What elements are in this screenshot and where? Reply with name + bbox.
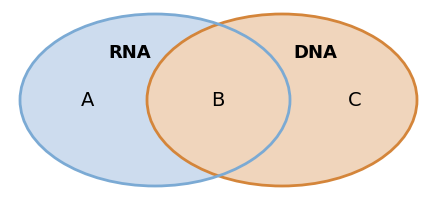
Text: C: C bbox=[348, 91, 362, 110]
Ellipse shape bbox=[147, 15, 417, 186]
Text: A: A bbox=[81, 91, 95, 110]
Text: RNA: RNA bbox=[109, 44, 151, 62]
Text: DNA: DNA bbox=[293, 44, 337, 62]
Text: B: B bbox=[212, 91, 225, 110]
Ellipse shape bbox=[20, 15, 290, 186]
